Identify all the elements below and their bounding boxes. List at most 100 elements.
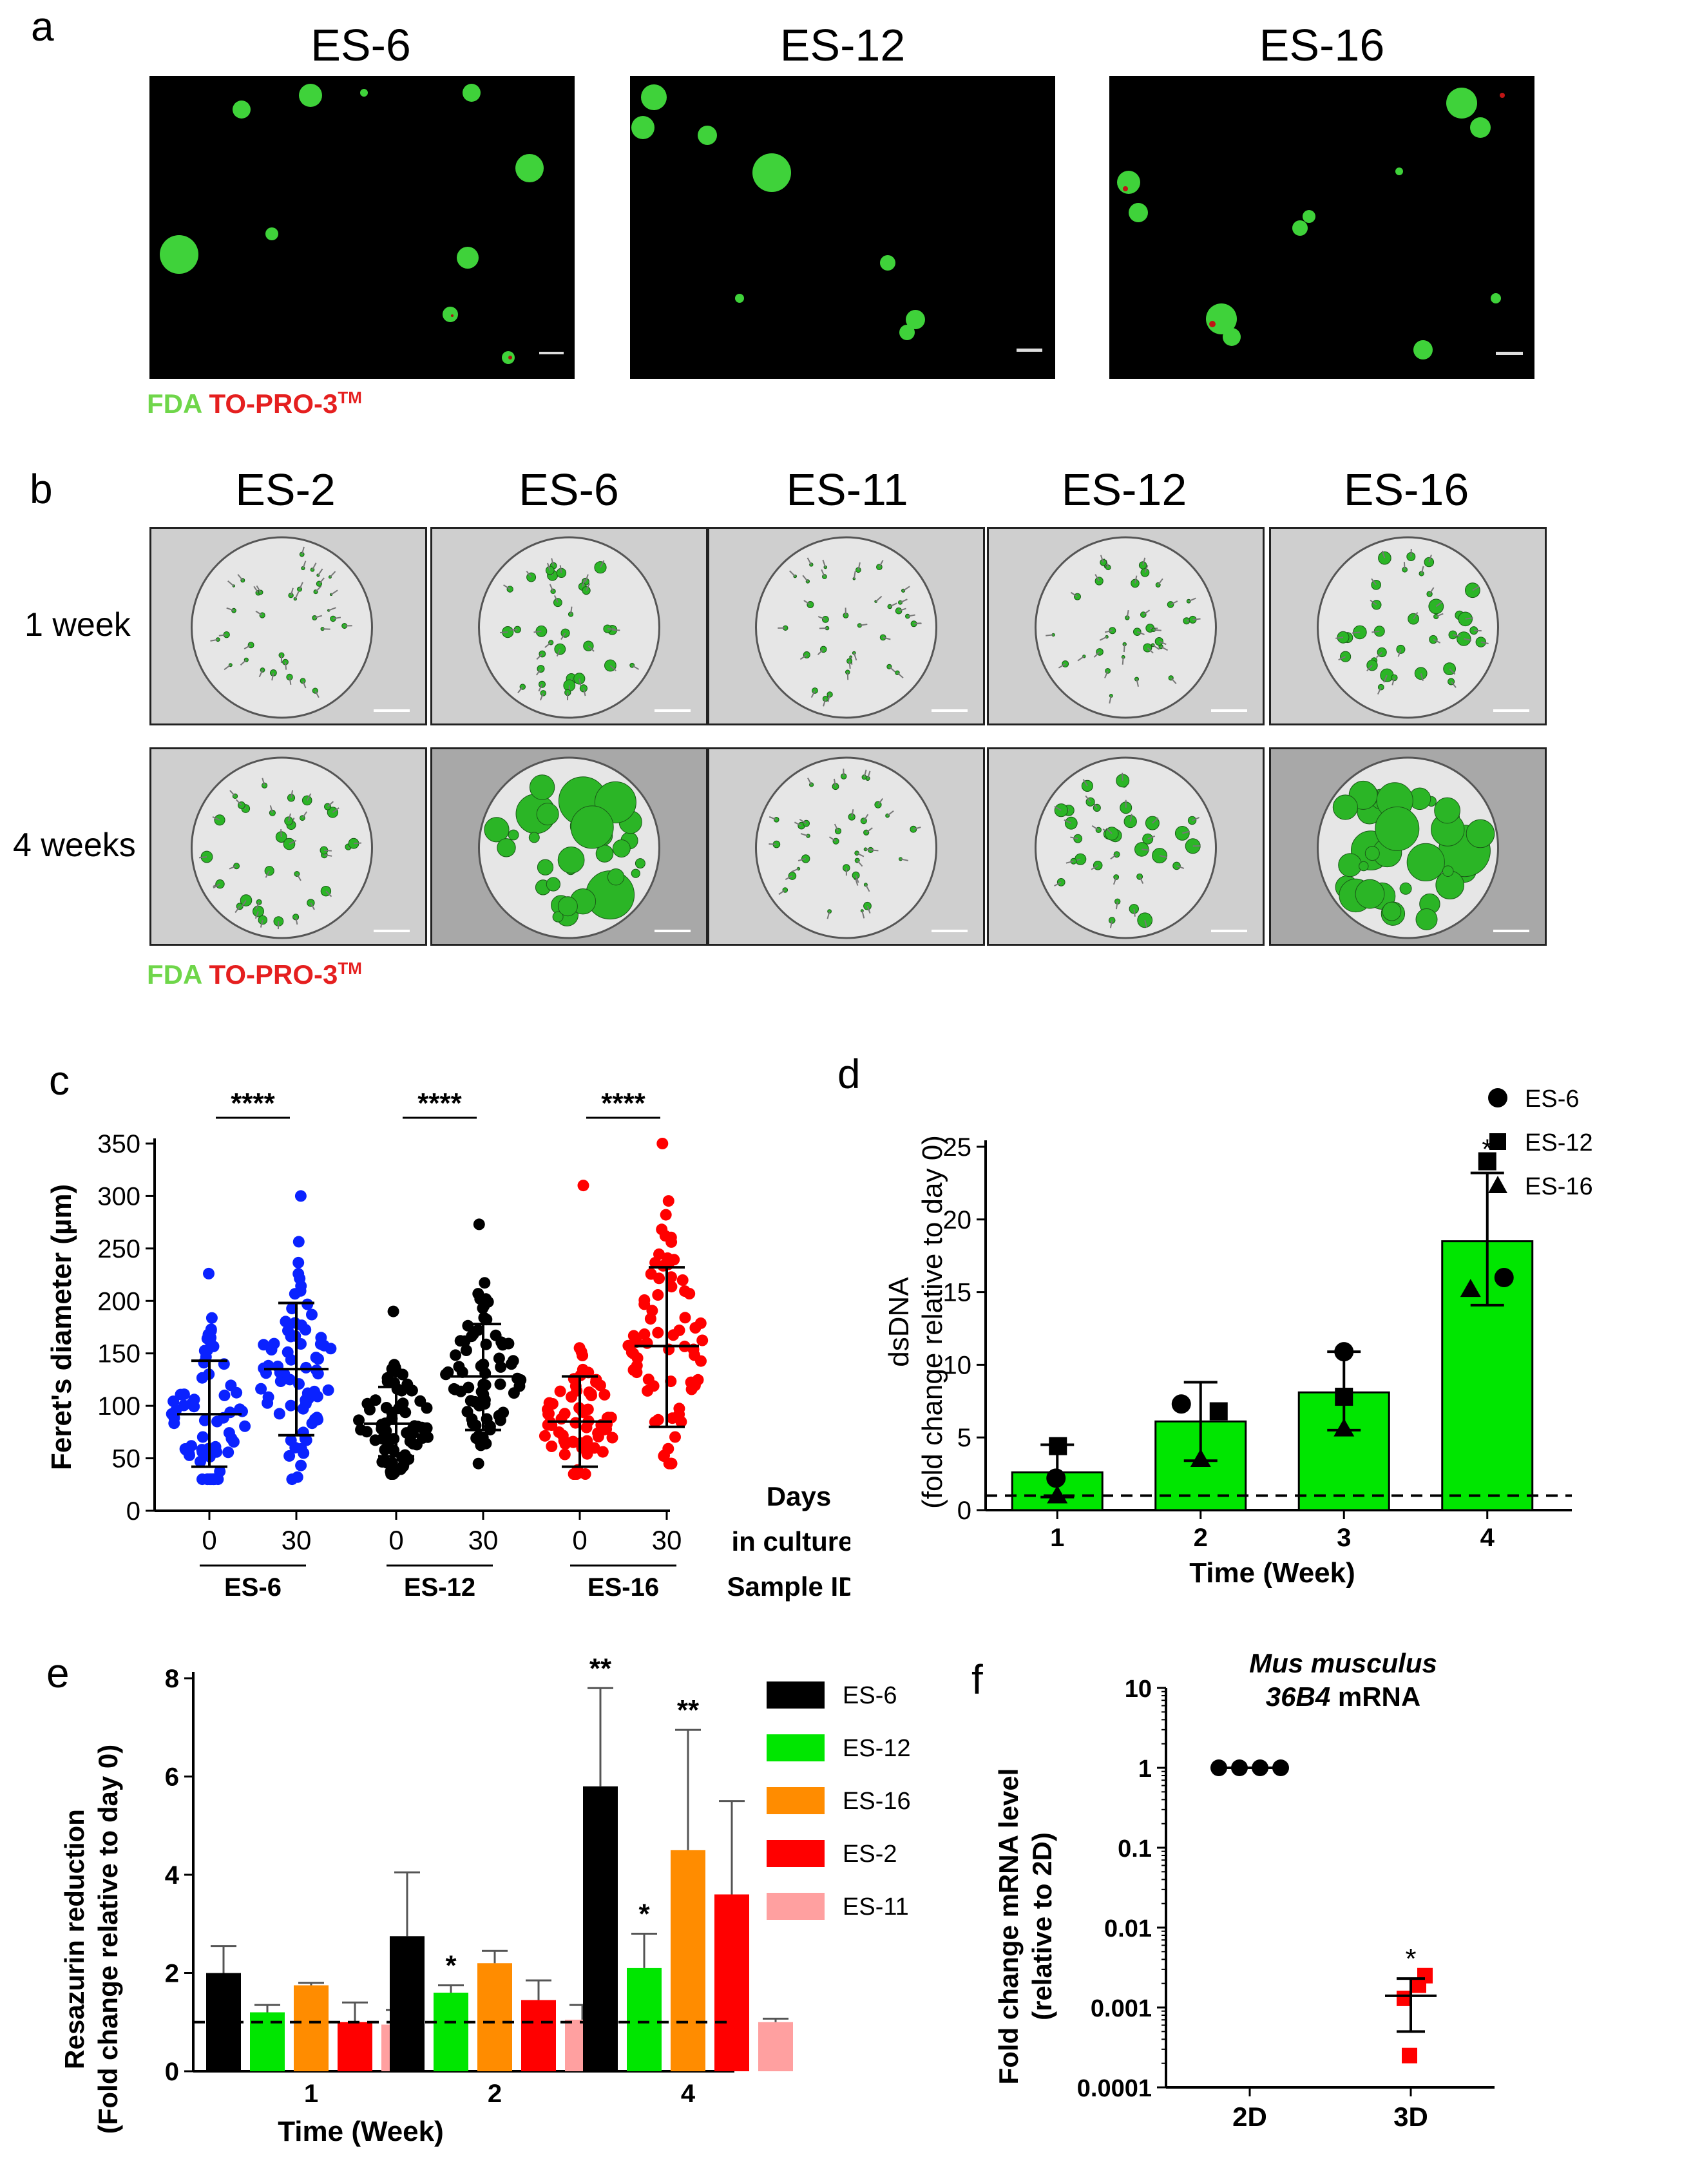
chart-c-point [225, 1432, 238, 1444]
chart-c-point [568, 1468, 580, 1480]
chart-c-point [695, 1355, 707, 1367]
chart-e-legend-label: ES-12 [843, 1735, 911, 1762]
chart-d-point-es6 [1334, 1342, 1354, 1362]
chart-c-point [283, 1450, 296, 1462]
chart-c-point [380, 1425, 392, 1437]
chart-c-point [559, 1408, 571, 1420]
chart-e-bar [434, 1993, 468, 2071]
chart-c-point [493, 1352, 505, 1365]
chart-c-point [467, 1417, 479, 1430]
chart-e-legend-swatch [767, 1893, 825, 1920]
chart-c-point [665, 1271, 677, 1283]
chart-e-resazurin: 0 2 4 6 8 Resazurin reduction (Fold change rel… [59, 1652, 911, 2147]
chart-c-point [577, 1350, 589, 1361]
fluorescence-spheroids-es16 [1117, 88, 1523, 359]
chart-c-point [387, 1305, 399, 1317]
panel-b-stain-legend: FDA TO-PRO-3TM [147, 959, 362, 990]
chart-c-point [653, 1248, 665, 1260]
chart-e-bar [671, 1850, 705, 2071]
chart-c-point [511, 1372, 524, 1384]
chart-c-point [280, 1316, 292, 1328]
chart-c-point [322, 1384, 334, 1396]
chart-e-legend-swatch [767, 1840, 825, 1867]
chart-c-point [272, 1360, 284, 1372]
chart-d-dsdna: 0 5 10 15 20 25 dsDNA (fold change relative to … [883, 1086, 1593, 1589]
chart-c-point [559, 1448, 571, 1461]
chart-c-point [294, 1190, 307, 1202]
chart-c-sampleid-label: Sample ID [727, 1571, 850, 1602]
chart-d-xtick-label: 3 [1337, 1524, 1351, 1552]
chart-e-xtick-label: 4 [681, 2080, 696, 2108]
fda-label-b: FDA [147, 959, 202, 990]
chart-c-point [231, 1386, 243, 1399]
chart-f-xtick-label: 3D [1393, 2102, 1428, 2132]
chart-c-point [422, 1431, 434, 1443]
panel-a-stain-legend: FDA TO-PRO-3TM [147, 388, 362, 419]
chart-c-point [293, 1378, 305, 1390]
chart-d-xlabel: Time (Week) [1189, 1557, 1355, 1589]
chart-c-point [397, 1459, 410, 1471]
chart-d-point-es12 [1049, 1437, 1067, 1455]
chart-c-point [480, 1293, 492, 1305]
chart-e-sig-star: ** [589, 1652, 612, 1684]
chart-d-xtick-label: 4 [1480, 1524, 1495, 1552]
chart-c-point [369, 1434, 381, 1446]
chart-c-point [481, 1314, 493, 1326]
fluorescence-image-es6 [149, 76, 575, 379]
chart-c-point [546, 1398, 559, 1410]
chart-c-point [295, 1442, 307, 1455]
chart-c-point [569, 1417, 582, 1429]
chart-c-point [497, 1339, 509, 1351]
chart-c-sig-stars: **** [417, 1087, 462, 1119]
fluorescence-image-es16 [1109, 76, 1534, 379]
chart-c-point [652, 1289, 664, 1301]
chart-f-title-line2: 36B4 mRNA [1266, 1681, 1420, 1712]
chart-c-point [376, 1456, 388, 1468]
chart-c-point [685, 1376, 697, 1388]
chart-c-point [642, 1384, 654, 1397]
chart-e-ytick-label: 2 [165, 1960, 179, 1988]
chart-c-point [580, 1421, 593, 1433]
chart-c-point [380, 1402, 392, 1413]
chart-f-title-line1: Mus musculus [1249, 1649, 1437, 1678]
chart-c-point [203, 1267, 215, 1279]
chart-c-point [273, 1408, 285, 1420]
chart-c-point [353, 1414, 365, 1426]
chart-e-bar [294, 1985, 329, 2071]
chart-c-ytick-label: 300 [97, 1182, 140, 1211]
chart-c-point [289, 1317, 301, 1329]
chart-c-point [463, 1381, 475, 1394]
chart-c-point [175, 1388, 187, 1401]
chart-c-xtick-label: 30 [652, 1525, 682, 1555]
row-label-1-week: 1 week [24, 606, 131, 644]
brightfield-well-r2-c2 [430, 747, 708, 946]
chart-e-bar [477, 1963, 512, 2071]
brightfield-well-r2-c5 [1269, 747, 1547, 946]
chart-c-point [315, 1332, 327, 1344]
chart-c-point [195, 1455, 206, 1468]
chart-c-point [568, 1373, 580, 1385]
chart-c-point [606, 1432, 618, 1444]
chart-c-point [667, 1329, 680, 1341]
chart-c-point [507, 1355, 519, 1367]
chart-d-legend-marker [1488, 1088, 1507, 1107]
chart-c-point [301, 1298, 314, 1310]
chart-c-ylabel: Feret's diameter (µm) [46, 1184, 77, 1470]
panel-b-title-4: ES-12 [1061, 465, 1187, 515]
chart-c-point [473, 1218, 485, 1231]
brightfield-drawing-r2-c2 [432, 749, 706, 944]
chart-c-point [658, 1450, 670, 1462]
panel-letter-b: b [30, 466, 53, 512]
chart-e-ytick-label: 4 [165, 1861, 180, 1890]
chart-c-point [592, 1427, 604, 1439]
chart-e-bar [338, 2022, 372, 2071]
fluorescence-spheroids-es6 [160, 84, 564, 364]
chart-e-bar [714, 1894, 749, 2071]
chart-c-xtick-label: 30 [282, 1525, 312, 1555]
chart-c-ytick-label: 350 [97, 1130, 140, 1158]
chart-c-point [673, 1403, 685, 1415]
chart-c-culture-label: in culture [731, 1526, 850, 1557]
chart-e-bar [521, 2000, 556, 2071]
chart-c-ytick-label: 0 [126, 1497, 140, 1526]
